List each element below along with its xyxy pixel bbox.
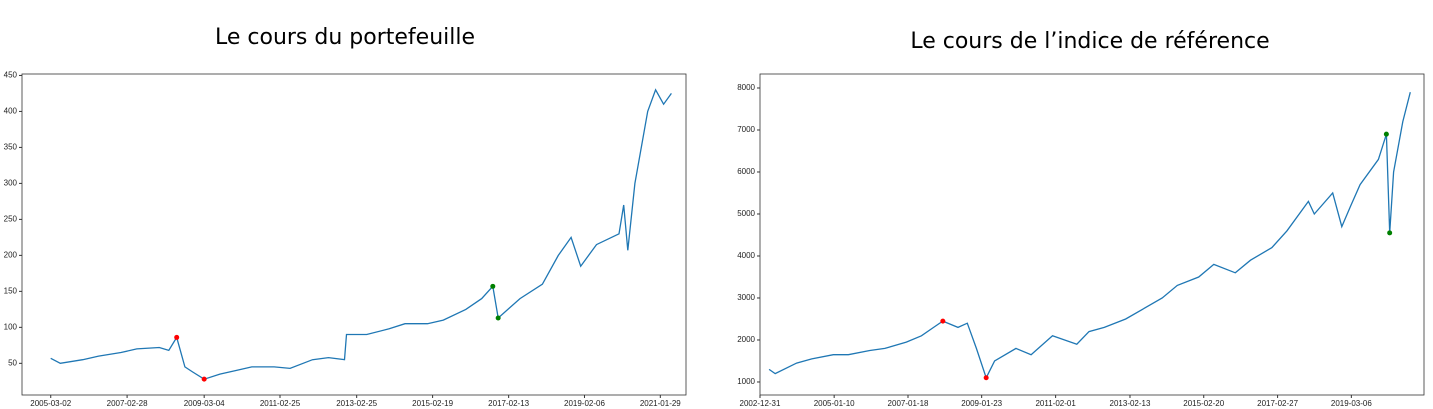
x-tick-label: 2005-01-10 [814, 399, 855, 408]
x-tick-label: 2011-02-01 [1035, 399, 1076, 408]
y-tick-label: 50 [8, 358, 17, 367]
marker [174, 334, 180, 340]
x-tick-label: 2019-02-06 [564, 399, 605, 408]
x-tick-label: 2015-02-20 [1183, 399, 1224, 408]
x-tick-label: 2021-01-29 [640, 399, 681, 408]
plot-frame [759, 73, 1425, 396]
x-tick-label: 2005-03-02 [30, 399, 71, 408]
marker [940, 318, 946, 324]
marker [1383, 131, 1389, 137]
y-tick-label: 4000 [737, 251, 755, 260]
y-tick-label: 400 [4, 107, 18, 116]
y-tick-label: 450 [4, 71, 18, 80]
x-tick-label: 2011-02-25 [260, 399, 301, 408]
x-tick-label: 2015-02-19 [412, 399, 453, 408]
x-tick-label: 2017-02-13 [488, 399, 529, 408]
y-tick-label: 350 [4, 143, 18, 152]
y-tick-label: 300 [4, 179, 18, 188]
y-tick-label: 100 [4, 322, 18, 331]
x-tick-label: 2007-01-18 [888, 399, 929, 408]
y-tick-label: 250 [4, 214, 18, 223]
y-tick-label: 6000 [737, 167, 755, 176]
marker [1387, 230, 1393, 236]
plot-frame [21, 73, 687, 396]
x-tick-label: 2009-03-04 [184, 399, 225, 408]
y-tick-label: 2000 [737, 335, 755, 344]
x-tick-label: 2013-02-13 [1110, 399, 1151, 408]
x-tick-label: 2007-02-28 [107, 399, 148, 408]
marker [983, 375, 989, 381]
x-tick-label: 2019-03-06 [1331, 399, 1372, 408]
price-line [768, 92, 1411, 380]
y-tick-label: 150 [4, 286, 18, 295]
x-tick-label: 2002-12-31 [740, 399, 781, 408]
y-tick-label: 5000 [737, 209, 755, 218]
y-tick-label: 1000 [737, 377, 755, 386]
x-tick-label: 2013-02-25 [336, 399, 377, 408]
x-tick-label: 2017-02-27 [1257, 399, 1298, 408]
x-tick-label: 2009-01-23 [961, 399, 1002, 408]
chart-title: Le cours du portefeuille [215, 25, 475, 50]
y-tick-label: 200 [4, 250, 18, 259]
chart-title: Le cours de l’indice de référence [910, 29, 1269, 54]
y-tick-label: 7000 [737, 125, 755, 134]
price-line [50, 88, 672, 380]
y-tick-label: 3000 [737, 293, 755, 302]
y-tick-label: 8000 [737, 83, 755, 92]
marker [201, 376, 207, 382]
marker [495, 315, 501, 321]
marker [490, 283, 496, 289]
